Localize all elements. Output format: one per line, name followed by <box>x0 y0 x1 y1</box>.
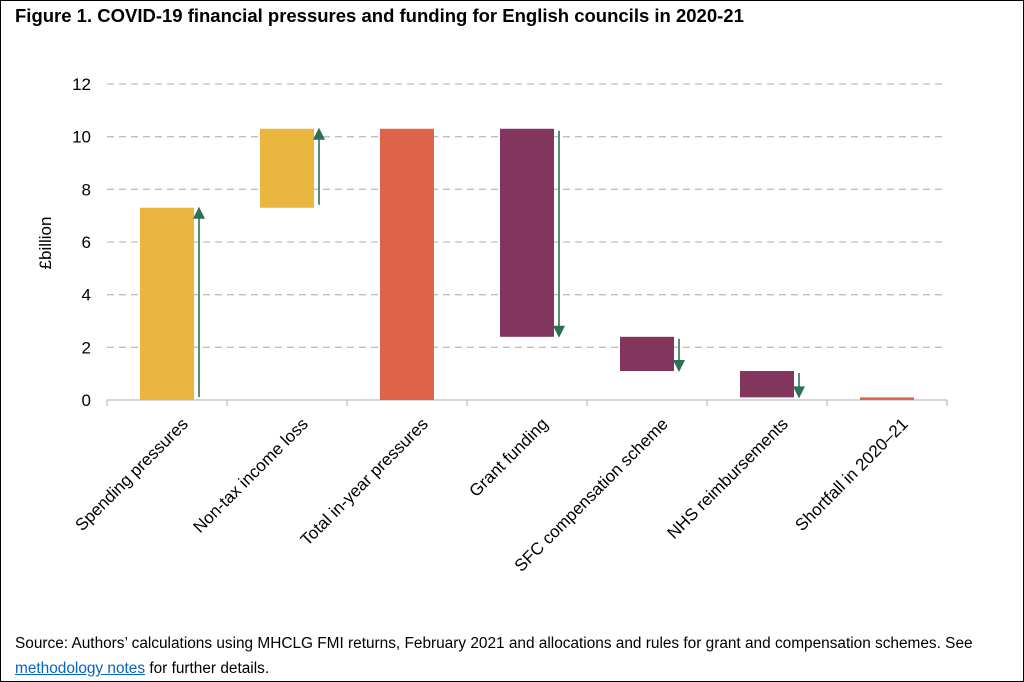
methodology-notes-link[interactable]: methodology notes <box>15 660 146 677</box>
arrows <box>193 127 805 399</box>
category-label: Spending pressures <box>71 414 191 534</box>
bars <box>140 128 914 400</box>
y-tick-label: 10 <box>72 128 91 147</box>
category-label: Non-tax income loss <box>189 414 311 536</box>
increase-arrowhead <box>193 206 205 219</box>
y-tick-label: 6 <box>82 233 91 252</box>
bar-5 <box>620 336 674 372</box>
bar-3 <box>380 128 434 400</box>
figure-title: Figure 1. COVID-19 financial pressures a… <box>15 5 744 26</box>
decrease-arrowhead <box>553 325 565 338</box>
category-label: NHS reimbursements <box>663 414 791 542</box>
y-tick-label: 2 <box>82 338 91 357</box>
source-text-end: for further details. <box>145 660 270 677</box>
bar-6 <box>740 371 794 398</box>
decrease-arrowhead <box>673 360 685 373</box>
y-axis-label: £billion <box>36 217 55 270</box>
bar-7 <box>860 397 914 400</box>
source-text: Source: Authors’ calculations using MHCL… <box>15 635 973 652</box>
category-label: Grant funding <box>466 414 552 500</box>
bar-1 <box>140 207 194 400</box>
y-axis-ticks: 0 2 4 6 8 10 12 <box>72 75 91 410</box>
decrease-arrowhead <box>793 386 805 399</box>
increase-arrowhead <box>313 127 325 140</box>
bar-2 <box>260 128 314 208</box>
category-label: Shortfall in 2020–21 <box>791 414 911 534</box>
source-note: Source: Authors’ calculations using MHCL… <box>15 631 1015 681</box>
category-label: Total in-year pressures <box>297 414 432 549</box>
y-tick-label: 4 <box>82 286 91 305</box>
y-tick-label: 0 <box>82 391 91 410</box>
y-tick-label: 12 <box>72 75 91 94</box>
bar-4 <box>500 128 554 337</box>
y-tick-label: 8 <box>82 180 91 199</box>
